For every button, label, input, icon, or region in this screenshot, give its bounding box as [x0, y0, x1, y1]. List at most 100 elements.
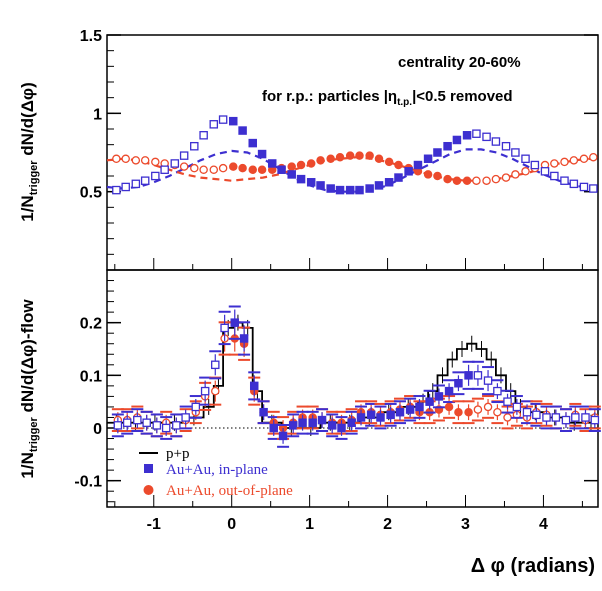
in-plane-point	[277, 165, 286, 174]
in-plane-point	[229, 116, 238, 126]
out-of-plane-point	[140, 156, 150, 165]
in-plane-point	[326, 184, 335, 193]
out-of-plane-point	[503, 413, 512, 422]
bottom-data-markers	[111, 305, 601, 448]
in-plane-point	[365, 184, 374, 193]
out-of-plane-point	[473, 405, 483, 414]
x-axis: -1 0 1 2 3 4	[114, 495, 583, 533]
out-of-plane-point	[326, 154, 335, 164]
in-plane-point	[579, 182, 589, 192]
in-plane-point	[211, 360, 220, 370]
in-plane-point	[522, 407, 532, 417]
out-of-plane-point	[550, 159, 559, 168]
in-plane-point	[112, 185, 121, 195]
in-plane-point	[113, 421, 123, 430]
in-plane-point	[191, 402, 201, 412]
in-plane-point	[248, 138, 257, 148]
out-of-plane-point	[483, 402, 493, 412]
top-ylabel-rest: dN/d(Δφ)	[18, 82, 37, 160]
in-plane-point	[172, 421, 181, 430]
in-plane-point	[142, 418, 151, 427]
in-plane-point	[540, 167, 550, 176]
bottom-y-axis: -0.1 0 0.1 0.2	[74, 280, 598, 503]
bottom-y-axis-label: 1/Ntrigger dN/d(Δφ)-flow	[18, 299, 40, 479]
out-of-plane-point	[589, 152, 598, 162]
out-of-plane-point	[365, 151, 374, 160]
top-data-markers	[112, 115, 598, 195]
legend-pp-label: p+p	[166, 446, 189, 462]
out-of-plane-point	[131, 156, 141, 165]
out-of-plane-point	[423, 170, 433, 179]
in-plane-point	[160, 165, 169, 174]
bottom-ylabel-main: 1/N	[18, 452, 37, 478]
in-plane-point	[425, 397, 434, 406]
in-plane-point	[308, 418, 317, 427]
in-plane-point	[569, 179, 579, 189]
in-plane-point	[503, 397, 512, 406]
in-plane-point	[151, 171, 160, 181]
in-plane-point	[384, 178, 394, 187]
top-ylabel-main: 1/N	[18, 195, 37, 221]
rp-annotation-suffix: |<0.5 removed	[412, 88, 513, 105]
out-of-plane-point	[454, 407, 463, 417]
in-plane-point	[374, 181, 384, 190]
in-plane-point	[521, 154, 530, 164]
x-tick-label: 2	[383, 516, 392, 533]
out-of-plane-point	[464, 407, 473, 417]
in-plane-point	[532, 410, 541, 420]
rp-annotation-prefix: for r.p.: particles |η	[262, 88, 397, 105]
out-of-plane-point	[199, 165, 208, 174]
in-plane-point	[434, 392, 444, 401]
bottom-ylabel-rest: dN/d(Δφ)-flow	[18, 299, 37, 418]
in-plane-point	[152, 421, 162, 430]
bottom-ylabel-sub: trigger	[28, 417, 40, 453]
x-tick-label: 3	[461, 516, 470, 533]
out-of-plane-point	[190, 163, 199, 173]
in-plane-point	[327, 421, 337, 430]
out-of-plane-point	[229, 162, 238, 171]
in-plane-point	[287, 170, 296, 179]
in-plane-point	[464, 371, 473, 380]
in-plane-point	[316, 181, 325, 190]
in-plane-point	[561, 415, 571, 425]
in-plane-point	[454, 378, 463, 388]
in-plane-point	[199, 131, 208, 140]
out-of-plane-point	[355, 151, 364, 160]
in-plane-point	[376, 413, 385, 422]
in-plane-point	[347, 418, 356, 427]
in-plane-point	[394, 173, 403, 182]
bottom-y-tick-label: 0.2	[80, 316, 102, 333]
x-tick-label: -1	[147, 516, 161, 533]
in-plane-point	[179, 151, 189, 160]
in-plane-point	[501, 141, 511, 151]
bottom-panel-frame	[106, 269, 599, 508]
in-plane-point	[493, 386, 502, 396]
in-plane-point	[298, 418, 307, 427]
out-of-plane-point	[452, 176, 462, 185]
top-y-tick-label: 1.5	[80, 28, 102, 45]
out-of-plane-point	[345, 151, 355, 160]
out-of-plane-point	[296, 160, 306, 170]
in-plane-point	[551, 413, 561, 422]
in-plane-point	[550, 171, 559, 181]
in-plane-point	[278, 431, 288, 441]
x-tick-label: 1	[305, 516, 314, 533]
out-of-plane-point	[493, 407, 502, 417]
centrality-annotation: centrality 20-60%	[398, 54, 521, 71]
in-plane-point	[306, 178, 316, 187]
out-of-plane-point	[482, 176, 491, 185]
in-plane-point	[395, 407, 405, 417]
out-of-plane-point	[491, 174, 501, 184]
out-of-plane-point	[560, 157, 569, 167]
out-of-plane-point	[394, 160, 403, 170]
out-of-plane-point	[384, 157, 394, 167]
in-plane-point	[404, 167, 413, 176]
in-plane-point	[581, 413, 590, 422]
out-of-plane-point	[179, 162, 189, 171]
in-plane-point	[133, 415, 142, 425]
out-of-plane-point	[248, 165, 257, 174]
legend-in-plane-label: Au+Au, in-plane	[166, 462, 268, 478]
out-of-plane-point	[374, 154, 384, 164]
in-plane-point	[140, 176, 150, 185]
